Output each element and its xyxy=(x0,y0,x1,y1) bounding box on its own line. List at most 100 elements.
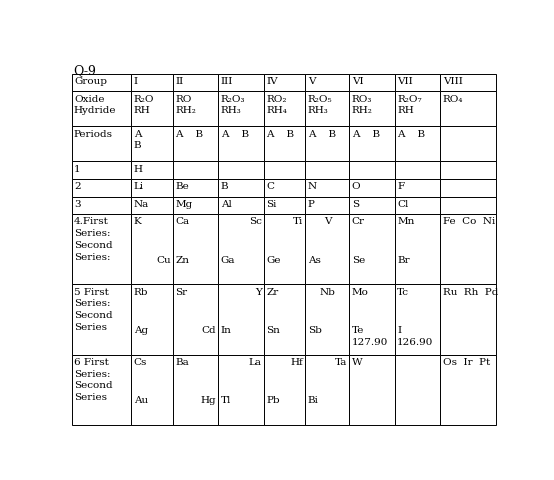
Bar xyxy=(440,355,496,425)
Text: Na: Na xyxy=(134,200,149,208)
Text: H: H xyxy=(134,165,143,173)
Bar xyxy=(305,355,350,425)
Text: Ge: Ge xyxy=(266,255,281,264)
Text: 6 First
Series:
Second
Series: 6 First Series: Second Series xyxy=(74,357,112,401)
Text: Mn: Mn xyxy=(397,217,414,226)
Bar xyxy=(264,162,305,180)
Text: C: C xyxy=(266,182,274,191)
Bar xyxy=(218,162,264,180)
Text: Cl: Cl xyxy=(397,200,409,208)
Bar xyxy=(264,74,305,92)
Bar xyxy=(395,215,440,285)
Text: Br: Br xyxy=(397,255,410,264)
Text: B: B xyxy=(221,182,228,191)
Text: Sn: Sn xyxy=(266,325,280,335)
Text: A    B: A B xyxy=(266,130,294,138)
Bar xyxy=(305,285,350,355)
Text: 1: 1 xyxy=(74,165,80,173)
Bar xyxy=(173,92,218,127)
Bar xyxy=(218,74,264,92)
Bar xyxy=(305,215,350,285)
Bar xyxy=(264,355,305,425)
Bar xyxy=(264,215,305,285)
Bar xyxy=(218,180,264,197)
Text: Mg: Mg xyxy=(175,200,193,208)
Text: A    B: A B xyxy=(221,130,249,138)
Bar xyxy=(173,215,218,285)
Text: 2: 2 xyxy=(74,182,80,191)
Text: Tl: Tl xyxy=(221,396,231,405)
Text: Ba: Ba xyxy=(175,357,189,366)
Bar xyxy=(173,74,218,92)
Bar xyxy=(218,355,264,425)
Bar xyxy=(395,355,440,425)
Text: W: W xyxy=(352,357,362,366)
Text: 4.First
Series:
Second
Series:: 4.First Series: Second Series: xyxy=(74,217,112,261)
Bar xyxy=(440,74,496,92)
Bar xyxy=(395,162,440,180)
Bar xyxy=(350,74,395,92)
Bar xyxy=(395,92,440,127)
Text: R₂O₃
RH₃: R₂O₃ RH₃ xyxy=(221,95,245,115)
Text: 5 First
Series:
Second
Series: 5 First Series: Second Series xyxy=(74,287,112,331)
Bar xyxy=(305,74,350,92)
Bar xyxy=(440,127,496,162)
Bar xyxy=(71,162,131,180)
Text: O: O xyxy=(352,182,360,191)
Bar xyxy=(350,285,395,355)
Text: I
126.90: I 126.90 xyxy=(397,325,434,346)
Bar xyxy=(218,92,264,127)
Text: R₂O₅
RH₃: R₂O₅ RH₃ xyxy=(308,95,332,115)
Text: Se: Se xyxy=(352,255,365,264)
Text: A    B: A B xyxy=(308,130,336,138)
Bar xyxy=(395,127,440,162)
Text: Ta: Ta xyxy=(335,357,347,366)
Text: In: In xyxy=(221,325,232,335)
Bar xyxy=(131,215,173,285)
Bar xyxy=(395,74,440,92)
Text: Li: Li xyxy=(134,182,144,191)
Bar xyxy=(71,180,131,197)
Text: R₂O₇
RH: R₂O₇ RH xyxy=(397,95,422,115)
Bar xyxy=(395,285,440,355)
Bar xyxy=(71,215,131,285)
Bar xyxy=(218,127,264,162)
Bar xyxy=(264,197,305,215)
Text: Cd: Cd xyxy=(202,325,216,335)
Bar xyxy=(131,355,173,425)
Text: Cs: Cs xyxy=(134,357,147,366)
Bar xyxy=(218,285,264,355)
Text: A    B: A B xyxy=(175,130,203,138)
Text: Cu: Cu xyxy=(156,255,171,264)
Bar xyxy=(350,127,395,162)
Bar xyxy=(440,180,496,197)
Bar xyxy=(440,215,496,285)
Text: F: F xyxy=(397,182,404,191)
Text: Periods: Periods xyxy=(74,130,113,138)
Text: Hg: Hg xyxy=(201,396,216,405)
Text: Cr: Cr xyxy=(352,217,365,226)
Bar xyxy=(71,127,131,162)
Text: Ca: Ca xyxy=(175,217,189,226)
Bar xyxy=(173,180,218,197)
Text: Oxide
Hydride: Oxide Hydride xyxy=(74,95,116,115)
Text: Tc: Tc xyxy=(397,287,409,296)
Bar xyxy=(440,92,496,127)
Text: Pb: Pb xyxy=(266,396,280,405)
Bar xyxy=(131,92,173,127)
Bar xyxy=(264,92,305,127)
Bar xyxy=(71,197,131,215)
Text: Rb: Rb xyxy=(134,287,148,296)
Text: I: I xyxy=(134,77,138,86)
Text: Si: Si xyxy=(266,200,276,208)
Bar xyxy=(350,215,395,285)
Text: V: V xyxy=(324,217,331,226)
Text: VII: VII xyxy=(397,77,413,86)
Text: A    B: A B xyxy=(397,130,425,138)
Bar xyxy=(350,180,395,197)
Bar xyxy=(131,285,173,355)
Bar xyxy=(131,74,173,92)
Text: Ti: Ti xyxy=(293,217,303,226)
Bar xyxy=(218,197,264,215)
Text: Te
127.90: Te 127.90 xyxy=(352,325,388,346)
